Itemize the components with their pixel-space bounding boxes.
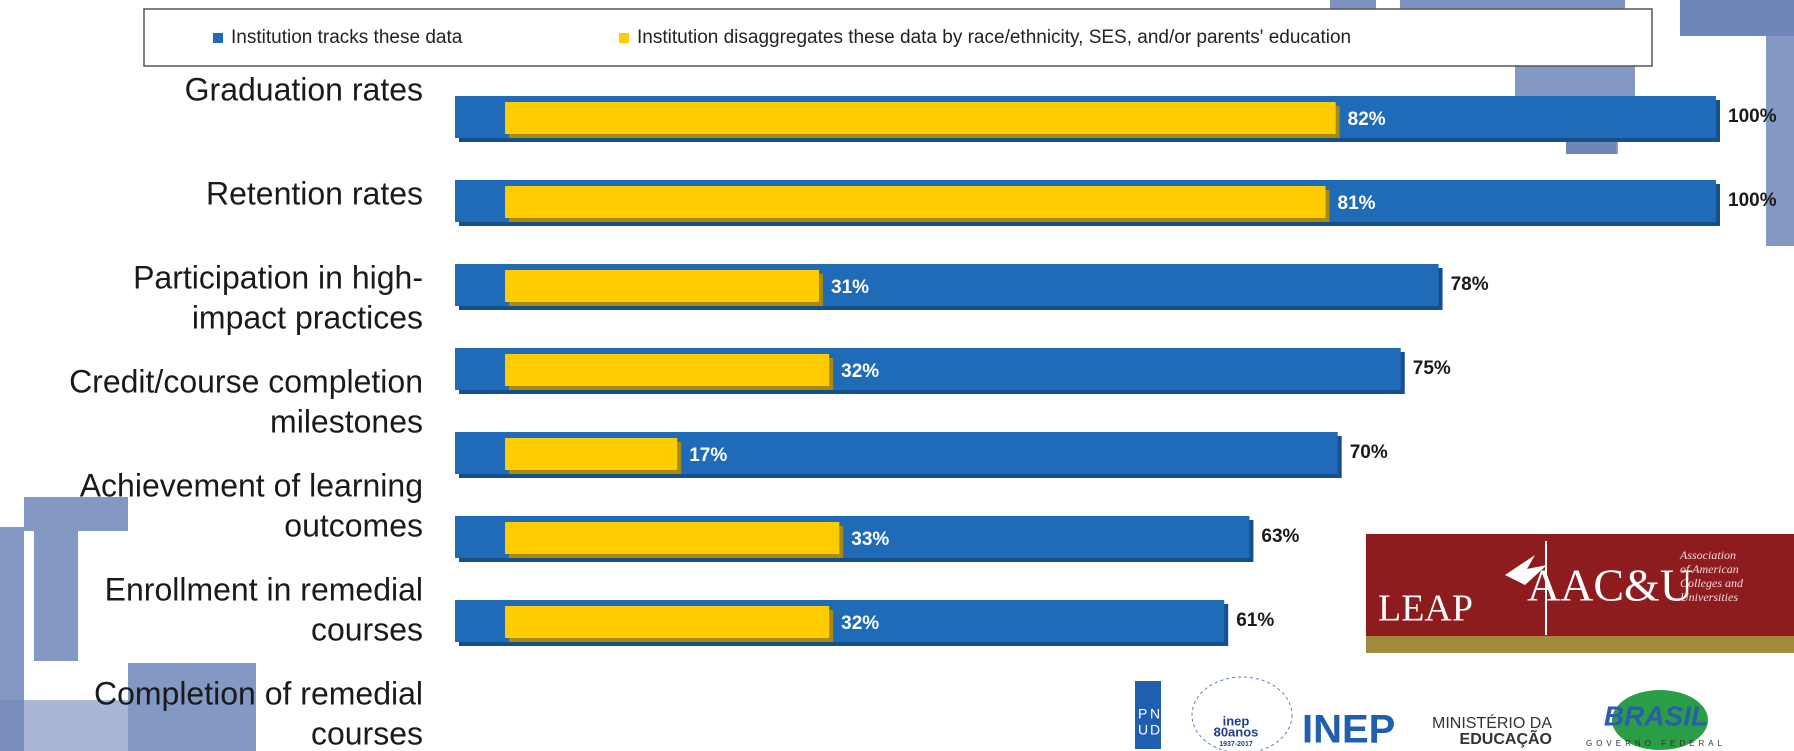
value-label: 31%: [831, 277, 869, 298]
bar: [505, 186, 1326, 218]
legend-label: Institution disaggregates these data by …: [637, 27, 1351, 48]
value-label: 75%: [1413, 358, 1451, 379]
category-label: outcomes: [284, 507, 423, 543]
category-label: Graduation rates: [185, 71, 423, 107]
category-label: impact practices: [192, 299, 423, 335]
logo-text: EDUCAÇÃO: [1460, 728, 1552, 748]
value-label: 100%: [1728, 106, 1777, 127]
bar: [505, 438, 678, 470]
bar: [505, 102, 1336, 134]
value-label: 32%: [841, 613, 879, 634]
category-label: Credit/course completion: [69, 363, 423, 399]
category-label: Retention rates: [206, 175, 423, 211]
logo-text: Association: [1679, 548, 1736, 562]
legend-swatch: [619, 33, 629, 43]
logo-text: inep: [1223, 713, 1250, 728]
logo-text: INEP: [1302, 708, 1395, 751]
category-label: courses: [311, 611, 423, 647]
value-label: 82%: [1348, 109, 1386, 130]
bar: [505, 522, 840, 554]
value-label: 70%: [1350, 442, 1388, 463]
value-label: 32%: [841, 361, 879, 382]
logo-text: of American: [1680, 562, 1739, 576]
category-label: milestones: [270, 403, 423, 439]
value-label: 100%: [1728, 190, 1777, 211]
logo-text: P: [1138, 706, 1147, 722]
category-label: Participation in high-: [133, 259, 423, 295]
logo-text: N: [1150, 706, 1160, 722]
logo-text: 1937-2017: [1219, 741, 1253, 748]
legend-swatch: [213, 33, 223, 43]
value-label: 81%: [1338, 193, 1376, 214]
logo-text: 80anos: [1214, 724, 1259, 739]
category-label: Achievement of learning: [80, 467, 423, 503]
logo-text: BRASIL: [1604, 700, 1708, 731]
logo-text: AAC&U: [1527, 560, 1693, 611]
bar: [505, 606, 830, 638]
bar: [505, 270, 820, 302]
logo-text: MINISTÉRIO DA: [1432, 713, 1552, 732]
logo-text: U: [1138, 722, 1148, 738]
value-label: 61%: [1236, 610, 1274, 631]
value-label: 17%: [689, 445, 727, 466]
logo-text: GOVERNO FEDERAL: [1586, 739, 1726, 748]
value-label: 78%: [1451, 274, 1489, 295]
category-label: Enrollment in remedial: [105, 571, 423, 607]
category-label: courses: [311, 715, 423, 751]
logo-text: Universities: [1680, 590, 1738, 604]
value-label: 63%: [1261, 526, 1299, 547]
legend-box: [143, 8, 1653, 67]
logo-text: Colleges and: [1680, 576, 1744, 590]
logo-text: LEAP: [1378, 588, 1473, 630]
logo-text: D: [1150, 722, 1160, 738]
bar: [505, 354, 830, 386]
category-label: Completion of remedial: [94, 675, 423, 711]
value-label: 33%: [851, 529, 889, 550]
legend-label: Institution tracks these data: [231, 27, 463, 48]
